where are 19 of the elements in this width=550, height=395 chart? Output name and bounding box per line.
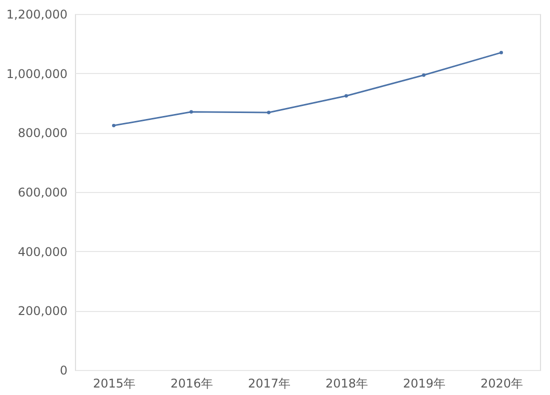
point	[344, 94, 348, 98]
point	[267, 110, 270, 114]
y-tick-label: 1,200,000	[6, 8, 68, 22]
y-tick-label: 1,000,000	[6, 66, 68, 81]
y-tick-label: 800,000	[18, 126, 68, 140]
y-tick-label: 600,000	[18, 186, 68, 200]
x-tick-label: 2020年	[480, 376, 524, 390]
y-tick-label: 400,000	[18, 244, 68, 259]
point	[112, 124, 116, 128]
y-tick-label: 0	[60, 364, 68, 378]
x-tick-label: 2018年	[325, 376, 368, 390]
x-tick-label: 2015年	[92, 376, 136, 390]
x-tick-label: 2017年	[248, 376, 291, 390]
x-tick-label: 2019年	[402, 376, 446, 390]
y-tick-label: 200,000	[18, 304, 68, 318]
point	[500, 50, 503, 54]
point	[422, 73, 426, 77]
x-tick-label: 2016年	[170, 376, 214, 390]
point	[190, 110, 193, 114]
